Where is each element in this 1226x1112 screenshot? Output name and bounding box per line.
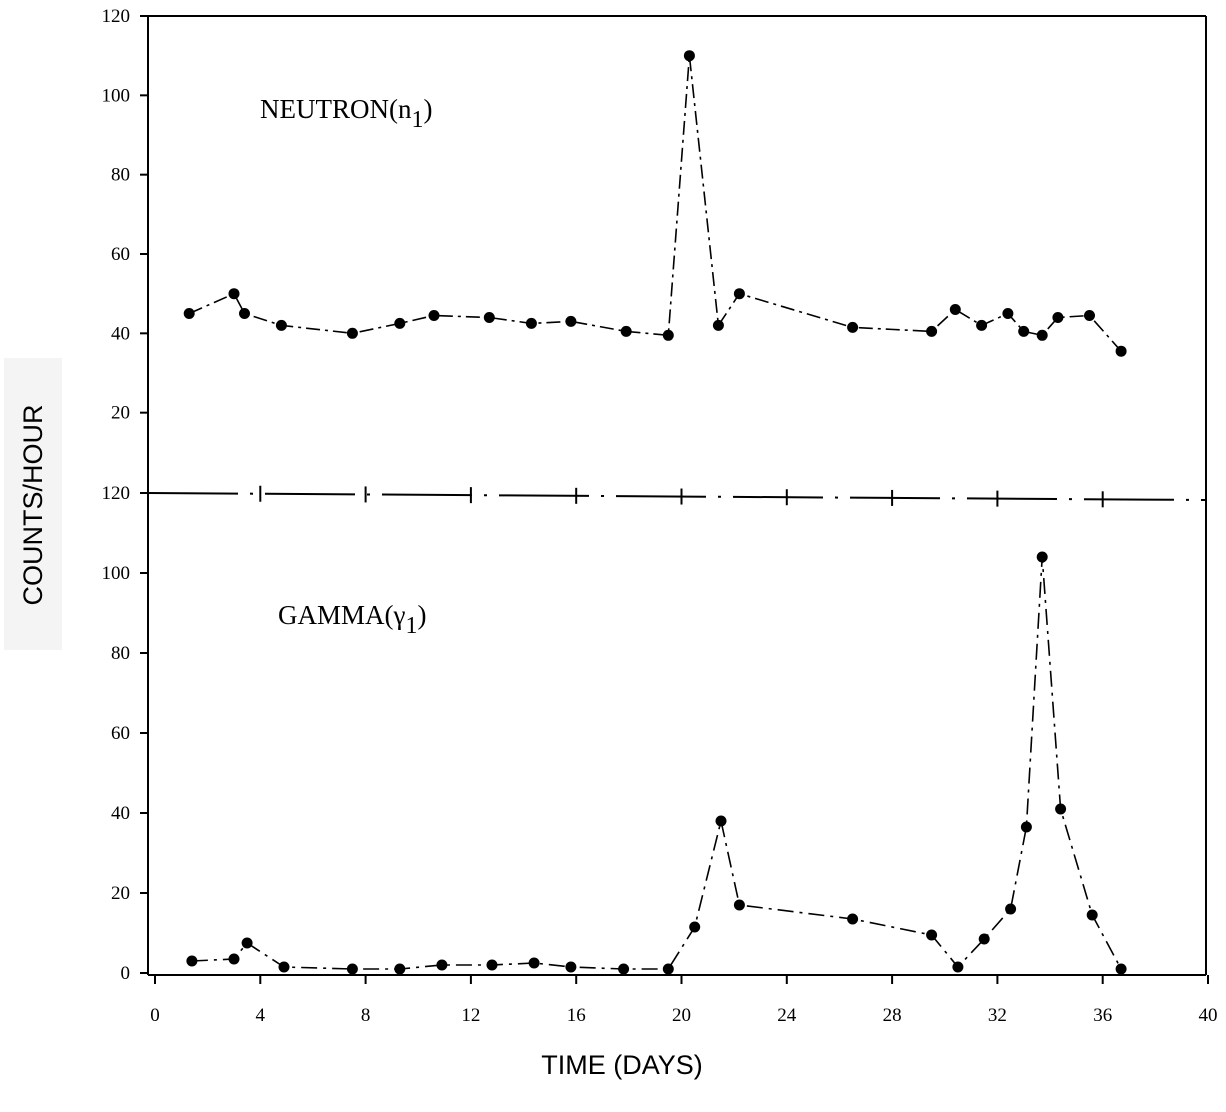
- bottom-panel-y-axis: 0 20 40 60 80 100 120: [102, 483, 148, 984]
- data-point: [1055, 803, 1067, 815]
- data-point: [428, 310, 440, 321]
- data-point: [715, 815, 727, 827]
- data-point: [733, 288, 745, 300]
- data-point: [241, 937, 253, 949]
- y-tick-label: 40: [111, 323, 130, 344]
- data-point: [689, 921, 701, 933]
- data-point: [228, 953, 240, 965]
- data-point: [483, 312, 495, 323]
- plot-frame: [147, 15, 1207, 976]
- y-tick-label: 120: [102, 483, 131, 504]
- y-tick-label: 40: [111, 803, 130, 824]
- y-axis-title: COUNTS/HOUR: [18, 405, 48, 606]
- data-point: [620, 325, 632, 337]
- y-tick-label: 20: [111, 883, 130, 904]
- data-point: [1020, 821, 1032, 833]
- data-point: [662, 963, 674, 975]
- x-tick-label: 28: [883, 1005, 902, 1026]
- data-point: [1052, 312, 1064, 323]
- y-tick-label: 60: [111, 723, 130, 744]
- y-tick-label: 80: [111, 165, 130, 186]
- data-point: [186, 955, 198, 967]
- gamma-panel-label: GAMMA(γ1): [278, 600, 426, 639]
- data-point: [926, 325, 938, 337]
- neutron-panel-label: NEUTRON(n1): [260, 94, 432, 133]
- data-point: [239, 308, 250, 319]
- data-point: [436, 959, 448, 971]
- data-point: [528, 957, 540, 969]
- panel-divider: [147, 492, 1207, 501]
- panel-divider-ticks: [259, 485, 1104, 508]
- data-point: [346, 327, 358, 339]
- data-point: [952, 961, 964, 973]
- y-tick-label: 100: [102, 85, 131, 106]
- y-tick-label: 0: [121, 963, 131, 984]
- y-tick-label: 80: [111, 643, 130, 664]
- data-point: [1115, 345, 1127, 357]
- x-axis-title: TIME (DAYS): [541, 1050, 703, 1080]
- data-point: [1036, 329, 1048, 341]
- data-point: [976, 319, 988, 331]
- data-point: [1086, 909, 1098, 921]
- x-tick-label: 20: [672, 1005, 691, 1026]
- data-point: [1084, 310, 1095, 321]
- data-point: [926, 929, 938, 941]
- x-tick-label: 36: [1093, 1005, 1112, 1026]
- data-point: [183, 308, 195, 319]
- data-point: [949, 304, 961, 315]
- data-point: [618, 963, 630, 975]
- x-tick-label: 24: [777, 1005, 797, 1026]
- top-panel-y-axis: 20 40 60 80 100 120: [102, 6, 148, 424]
- data-point: [346, 963, 358, 975]
- data-point: [565, 315, 577, 327]
- data-point: [1036, 551, 1048, 563]
- data-point: [275, 319, 287, 331]
- x-tick-label: 16: [567, 1005, 586, 1026]
- y-axis-title-background: [4, 358, 62, 650]
- neutron-series: [183, 50, 1127, 357]
- x-tick-label: 12: [461, 1005, 480, 1026]
- y-tick-label: 20: [111, 403, 130, 424]
- x-tick-label: 32: [988, 1005, 1007, 1026]
- x-tick-label: 0: [150, 1005, 160, 1026]
- data-point: [978, 933, 990, 945]
- data-point: [847, 321, 859, 333]
- data-point: [565, 961, 577, 973]
- x-axis: 0 4 8 12 16 20 24 28 32 36 40: [150, 975, 1218, 1026]
- data-point: [1018, 325, 1030, 337]
- data-point: [1002, 308, 1014, 319]
- data-point: [712, 319, 724, 331]
- gamma-series: [186, 551, 1127, 975]
- data-point: [228, 288, 240, 300]
- x-tick-label: 40: [1199, 1005, 1218, 1026]
- x-tick-label: 4: [256, 1005, 266, 1026]
- data-point: [662, 329, 674, 341]
- data-point: [847, 913, 859, 925]
- data-point: [394, 317, 406, 329]
- data-point: [1115, 963, 1127, 975]
- y-tick-label: 60: [111, 244, 130, 265]
- data-point: [525, 317, 537, 329]
- data-point: [733, 899, 745, 911]
- y-tick-label: 120: [102, 6, 131, 27]
- data-point: [394, 963, 406, 975]
- x-tick-label: 8: [361, 1005, 371, 1026]
- y-tick-label: 100: [102, 563, 131, 584]
- data-point: [486, 959, 498, 971]
- data-point: [278, 961, 290, 973]
- data-point: [1005, 903, 1017, 915]
- data-point: [683, 50, 695, 62]
